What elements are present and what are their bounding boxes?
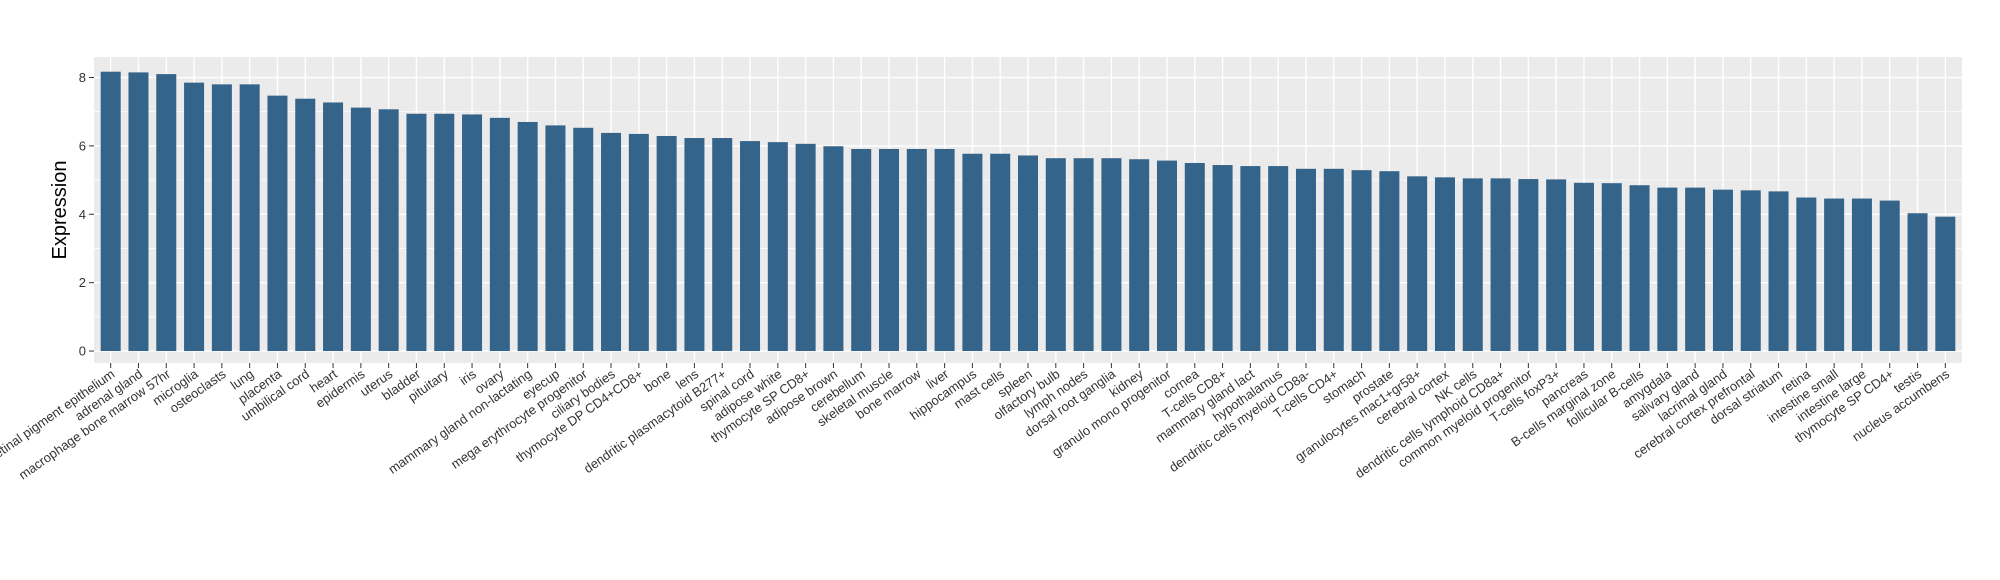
bar [128, 72, 149, 352]
bar [684, 138, 705, 352]
bar [767, 142, 788, 352]
bar [1601, 183, 1622, 352]
bar [100, 71, 121, 352]
y-tick-label: 2 [79, 275, 86, 290]
bar [712, 138, 733, 352]
bar [1629, 185, 1650, 352]
bar [434, 113, 455, 352]
bar [879, 148, 900, 352]
y-axis: 0 2 4 6 8 [79, 70, 94, 359]
bar [656, 135, 677, 352]
bar [239, 84, 260, 352]
bar [851, 148, 872, 352]
bar [1017, 155, 1039, 352]
bar [545, 125, 566, 352]
bar [1212, 165, 1233, 352]
y-tick-label: 8 [79, 70, 86, 85]
bar [628, 133, 649, 352]
bar [489, 117, 510, 352]
bar [1240, 166, 1261, 352]
bar [184, 82, 205, 352]
bar [378, 109, 399, 352]
bar [962, 153, 983, 352]
bar [1879, 200, 1900, 352]
bar [823, 146, 844, 352]
bar [1184, 162, 1205, 352]
bar [1156, 160, 1177, 352]
bar [990, 153, 1011, 352]
bar [1490, 178, 1511, 352]
bar [1740, 190, 1761, 352]
bar [1295, 168, 1316, 352]
bar [211, 84, 232, 352]
bar [1573, 182, 1594, 352]
bar [1796, 197, 1817, 352]
bar [1434, 177, 1455, 352]
bar [1851, 198, 1872, 352]
bars [100, 71, 1956, 352]
bar [1685, 187, 1706, 352]
bar [406, 113, 427, 352]
bar [1323, 168, 1344, 352]
bar [1129, 159, 1150, 352]
bar [795, 143, 816, 352]
bar [1407, 176, 1428, 352]
bar [1101, 158, 1122, 352]
bar [1268, 166, 1289, 352]
bar [601, 132, 622, 352]
bar [1907, 213, 1928, 352]
bar [462, 114, 483, 352]
bar [1768, 191, 1789, 352]
bar [573, 127, 594, 352]
bar [1935, 216, 1956, 352]
y-tick-label: 4 [79, 207, 86, 222]
bar [1546, 179, 1567, 352]
bar [267, 95, 288, 352]
bar [1379, 171, 1400, 352]
y-tick-label: 6 [79, 138, 86, 153]
bar [934, 148, 955, 352]
bar [740, 141, 761, 352]
y-tick-label: 0 [79, 344, 86, 359]
bar [1073, 158, 1094, 352]
y-axis-title: Expression [49, 161, 71, 260]
bar [156, 74, 177, 352]
bar [1045, 158, 1066, 352]
bar [1351, 170, 1372, 352]
bar [323, 102, 344, 352]
bar [1824, 198, 1845, 352]
bar [1657, 187, 1678, 352]
bar [1462, 178, 1483, 352]
bar [350, 107, 371, 352]
bar [1712, 189, 1733, 352]
bar [906, 148, 927, 352]
bar [295, 98, 316, 352]
x-tick-label: bone [641, 366, 673, 395]
bar [1518, 179, 1539, 352]
bar [517, 121, 538, 352]
